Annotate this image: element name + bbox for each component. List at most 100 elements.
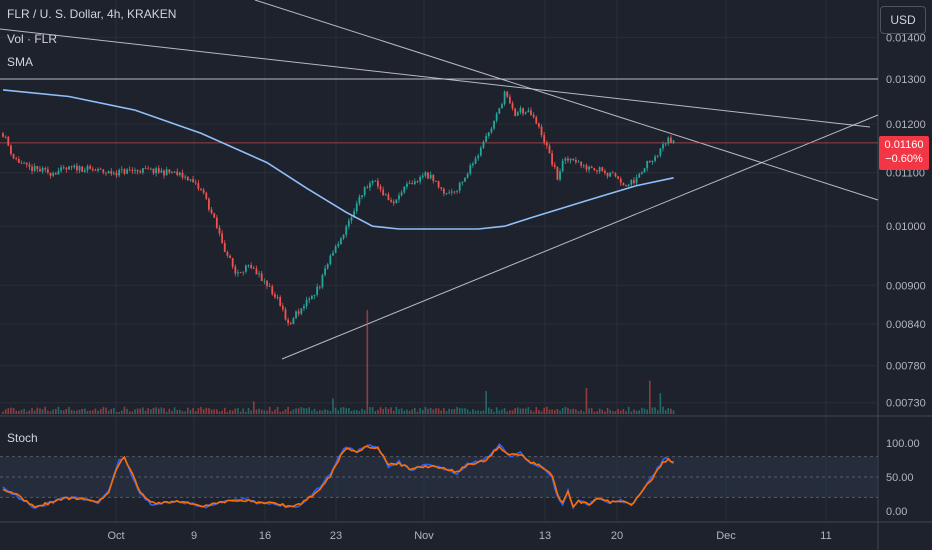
candle-body <box>614 173 617 177</box>
price-tick-label: 0.01400 <box>886 32 926 44</box>
candle-body <box>472 163 474 166</box>
candle-body <box>519 108 522 113</box>
volume-bar <box>326 410 329 414</box>
volume-bar <box>614 411 617 414</box>
candle-body <box>456 190 458 192</box>
candle-body <box>244 265 247 272</box>
volume-bar <box>408 410 411 414</box>
candle-body <box>596 170 598 172</box>
volume-bar <box>435 408 437 414</box>
candle-body <box>627 184 630 187</box>
volume-bar <box>308 407 311 414</box>
candle-body <box>126 169 128 174</box>
volume-bar <box>194 411 197 414</box>
candle-body <box>171 172 173 174</box>
volume-bar <box>152 407 155 414</box>
volume-bar <box>514 408 516 414</box>
candle-body <box>440 187 443 189</box>
stoch-tick-label: 100.00 <box>886 438 920 450</box>
stoch-pane <box>0 442 878 510</box>
volume-bar <box>522 408 524 414</box>
volume-bar <box>113 408 115 414</box>
volume-bar <box>324 409 326 414</box>
volume-bar <box>546 406 548 414</box>
volume-bar <box>242 408 245 414</box>
candle-body <box>514 108 517 116</box>
time-tick-label: 16 <box>259 530 271 542</box>
volume-bar <box>274 409 276 414</box>
candle-body <box>625 185 627 187</box>
candle-body <box>36 165 39 170</box>
candle-body <box>664 143 667 145</box>
candle-body <box>630 180 633 185</box>
volume-bar <box>245 411 247 414</box>
volume-bar <box>440 410 443 414</box>
volume-bar <box>662 406 664 414</box>
candle-body <box>461 181 464 183</box>
price-tick-label: 0.00730 <box>886 398 926 410</box>
volume-bar <box>110 408 113 414</box>
volume-bar <box>379 407 382 414</box>
candle-body <box>168 169 171 173</box>
candle-body <box>522 108 524 114</box>
volume-bar <box>255 409 258 414</box>
candle-body <box>421 175 424 177</box>
candle-body <box>160 170 163 173</box>
volume-bar <box>97 410 99 414</box>
candle-body <box>139 171 142 173</box>
volume-bar <box>7 408 10 414</box>
volume-bar <box>485 391 487 414</box>
candle-body <box>379 186 382 190</box>
candle-body <box>342 234 345 239</box>
candle-body <box>332 252 334 256</box>
candle-body <box>263 280 266 282</box>
candle-body <box>134 170 136 172</box>
candle-body <box>619 178 622 183</box>
volume-bar <box>223 407 226 414</box>
candle-body <box>572 158 575 160</box>
time-axis[interactable]: Oct 9 16 23 Nov 13 20 Dec 11 <box>107 530 831 542</box>
candle-body <box>361 195 363 197</box>
candle-body <box>535 116 538 124</box>
volume-bar <box>551 409 553 414</box>
candle-body <box>574 159 577 163</box>
candle-body <box>651 160 654 163</box>
volume-bar <box>646 409 648 414</box>
candle-body <box>76 165 78 171</box>
candle-body <box>567 158 569 161</box>
volume-bar <box>150 409 152 414</box>
candle-body <box>569 158 572 161</box>
volume-bar <box>202 409 205 414</box>
candle-body <box>266 280 268 287</box>
volume-bar <box>469 411 472 414</box>
time-tick-label: Oct <box>107 530 124 542</box>
stoch-tick-label: 0.00 <box>886 506 907 518</box>
volume-bar <box>173 407 176 414</box>
volume-bar <box>181 411 184 414</box>
volume-bar <box>585 388 588 414</box>
candle-body <box>501 104 503 109</box>
currency-button[interactable]: USD <box>880 6 926 34</box>
candle-body <box>635 177 638 184</box>
volume-bar <box>670 408 672 414</box>
volume-bar <box>419 408 421 414</box>
volume-bar <box>321 410 324 414</box>
candle-body <box>585 165 588 170</box>
candle-body <box>237 272 239 274</box>
candle-body <box>144 168 147 169</box>
price-axis[interactable]: 0.01400 0.01300 0.01200 0.01100 0.01000 0.009… <box>886 32 926 518</box>
candle-body <box>284 309 287 320</box>
candle-body <box>376 180 379 187</box>
time-tick-label: Dec <box>716 530 736 542</box>
volume-bar <box>580 410 582 414</box>
volume-bar <box>519 408 522 414</box>
candle-body <box>662 144 664 149</box>
candle-body <box>398 195 400 200</box>
candle-body <box>384 194 387 196</box>
volume-bar <box>630 411 633 414</box>
time-tick-label: 23 <box>330 530 342 542</box>
candle-body <box>487 132 490 136</box>
volume-bar <box>205 407 208 414</box>
